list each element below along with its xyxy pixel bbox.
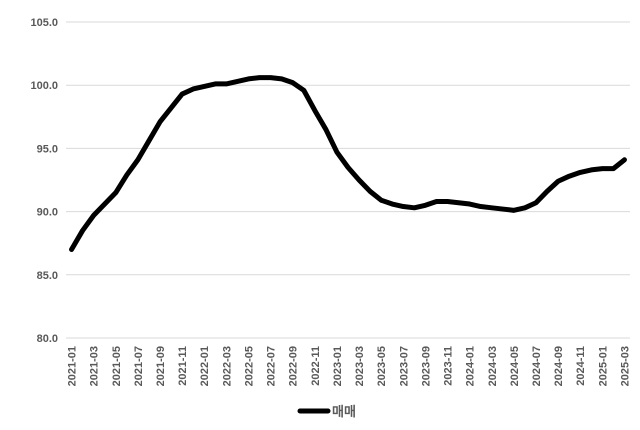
x-tick-label: 2023-05	[376, 346, 388, 386]
x-tick-label: 2025-01	[597, 346, 609, 386]
x-tick-label: 2025-03	[619, 346, 631, 386]
y-tick-label: 105.0	[30, 17, 58, 29]
data-line	[69, 75, 627, 253]
x-tick-label: 2024-03	[487, 346, 499, 386]
x-tick-label: 2022-11	[310, 346, 322, 386]
x-tick-label: 2024-07	[531, 346, 543, 386]
x-tick-label: 2022-07	[266, 346, 278, 386]
x-tick-label: 2021-03	[89, 346, 101, 386]
x-tick-label: 2024-11	[575, 346, 587, 386]
x-tick-label: 2022-01	[199, 346, 211, 386]
x-tick-label: 2024-05	[509, 346, 521, 386]
y-tick-label: 100.0	[30, 80, 58, 92]
x-tick-label: 2023-09	[420, 346, 432, 386]
x-tick-label: 2022-09	[288, 346, 300, 386]
x-tick-label: 2024-01	[465, 346, 477, 386]
x-tick-label: 2023-01	[332, 346, 344, 386]
x-tick-label: 2021-05	[111, 346, 123, 386]
y-tick-label: 90.0	[37, 207, 58, 219]
x-tick-label: 2021-07	[133, 346, 145, 386]
x-tick-label: 2024-09	[553, 346, 565, 386]
x-tick-label: 2023-11	[443, 346, 455, 386]
x-tick-label: 2022-05	[243, 346, 255, 386]
x-tick-label: 2023-03	[354, 346, 366, 386]
y-tick-label: 85.0	[37, 270, 58, 282]
x-tick-label: 2022-03	[221, 346, 233, 386]
y-tick-label: 95.0	[37, 143, 58, 155]
y-tick-label: 80.0	[37, 333, 58, 345]
x-tick-label: 2021-11	[177, 346, 189, 386]
x-tick-label: 2021-09	[155, 346, 167, 386]
x-tick-label: 2021-01	[67, 346, 79, 386]
legend-label: 매매	[332, 404, 356, 419]
x-tick-label: 2023-07	[398, 346, 410, 386]
